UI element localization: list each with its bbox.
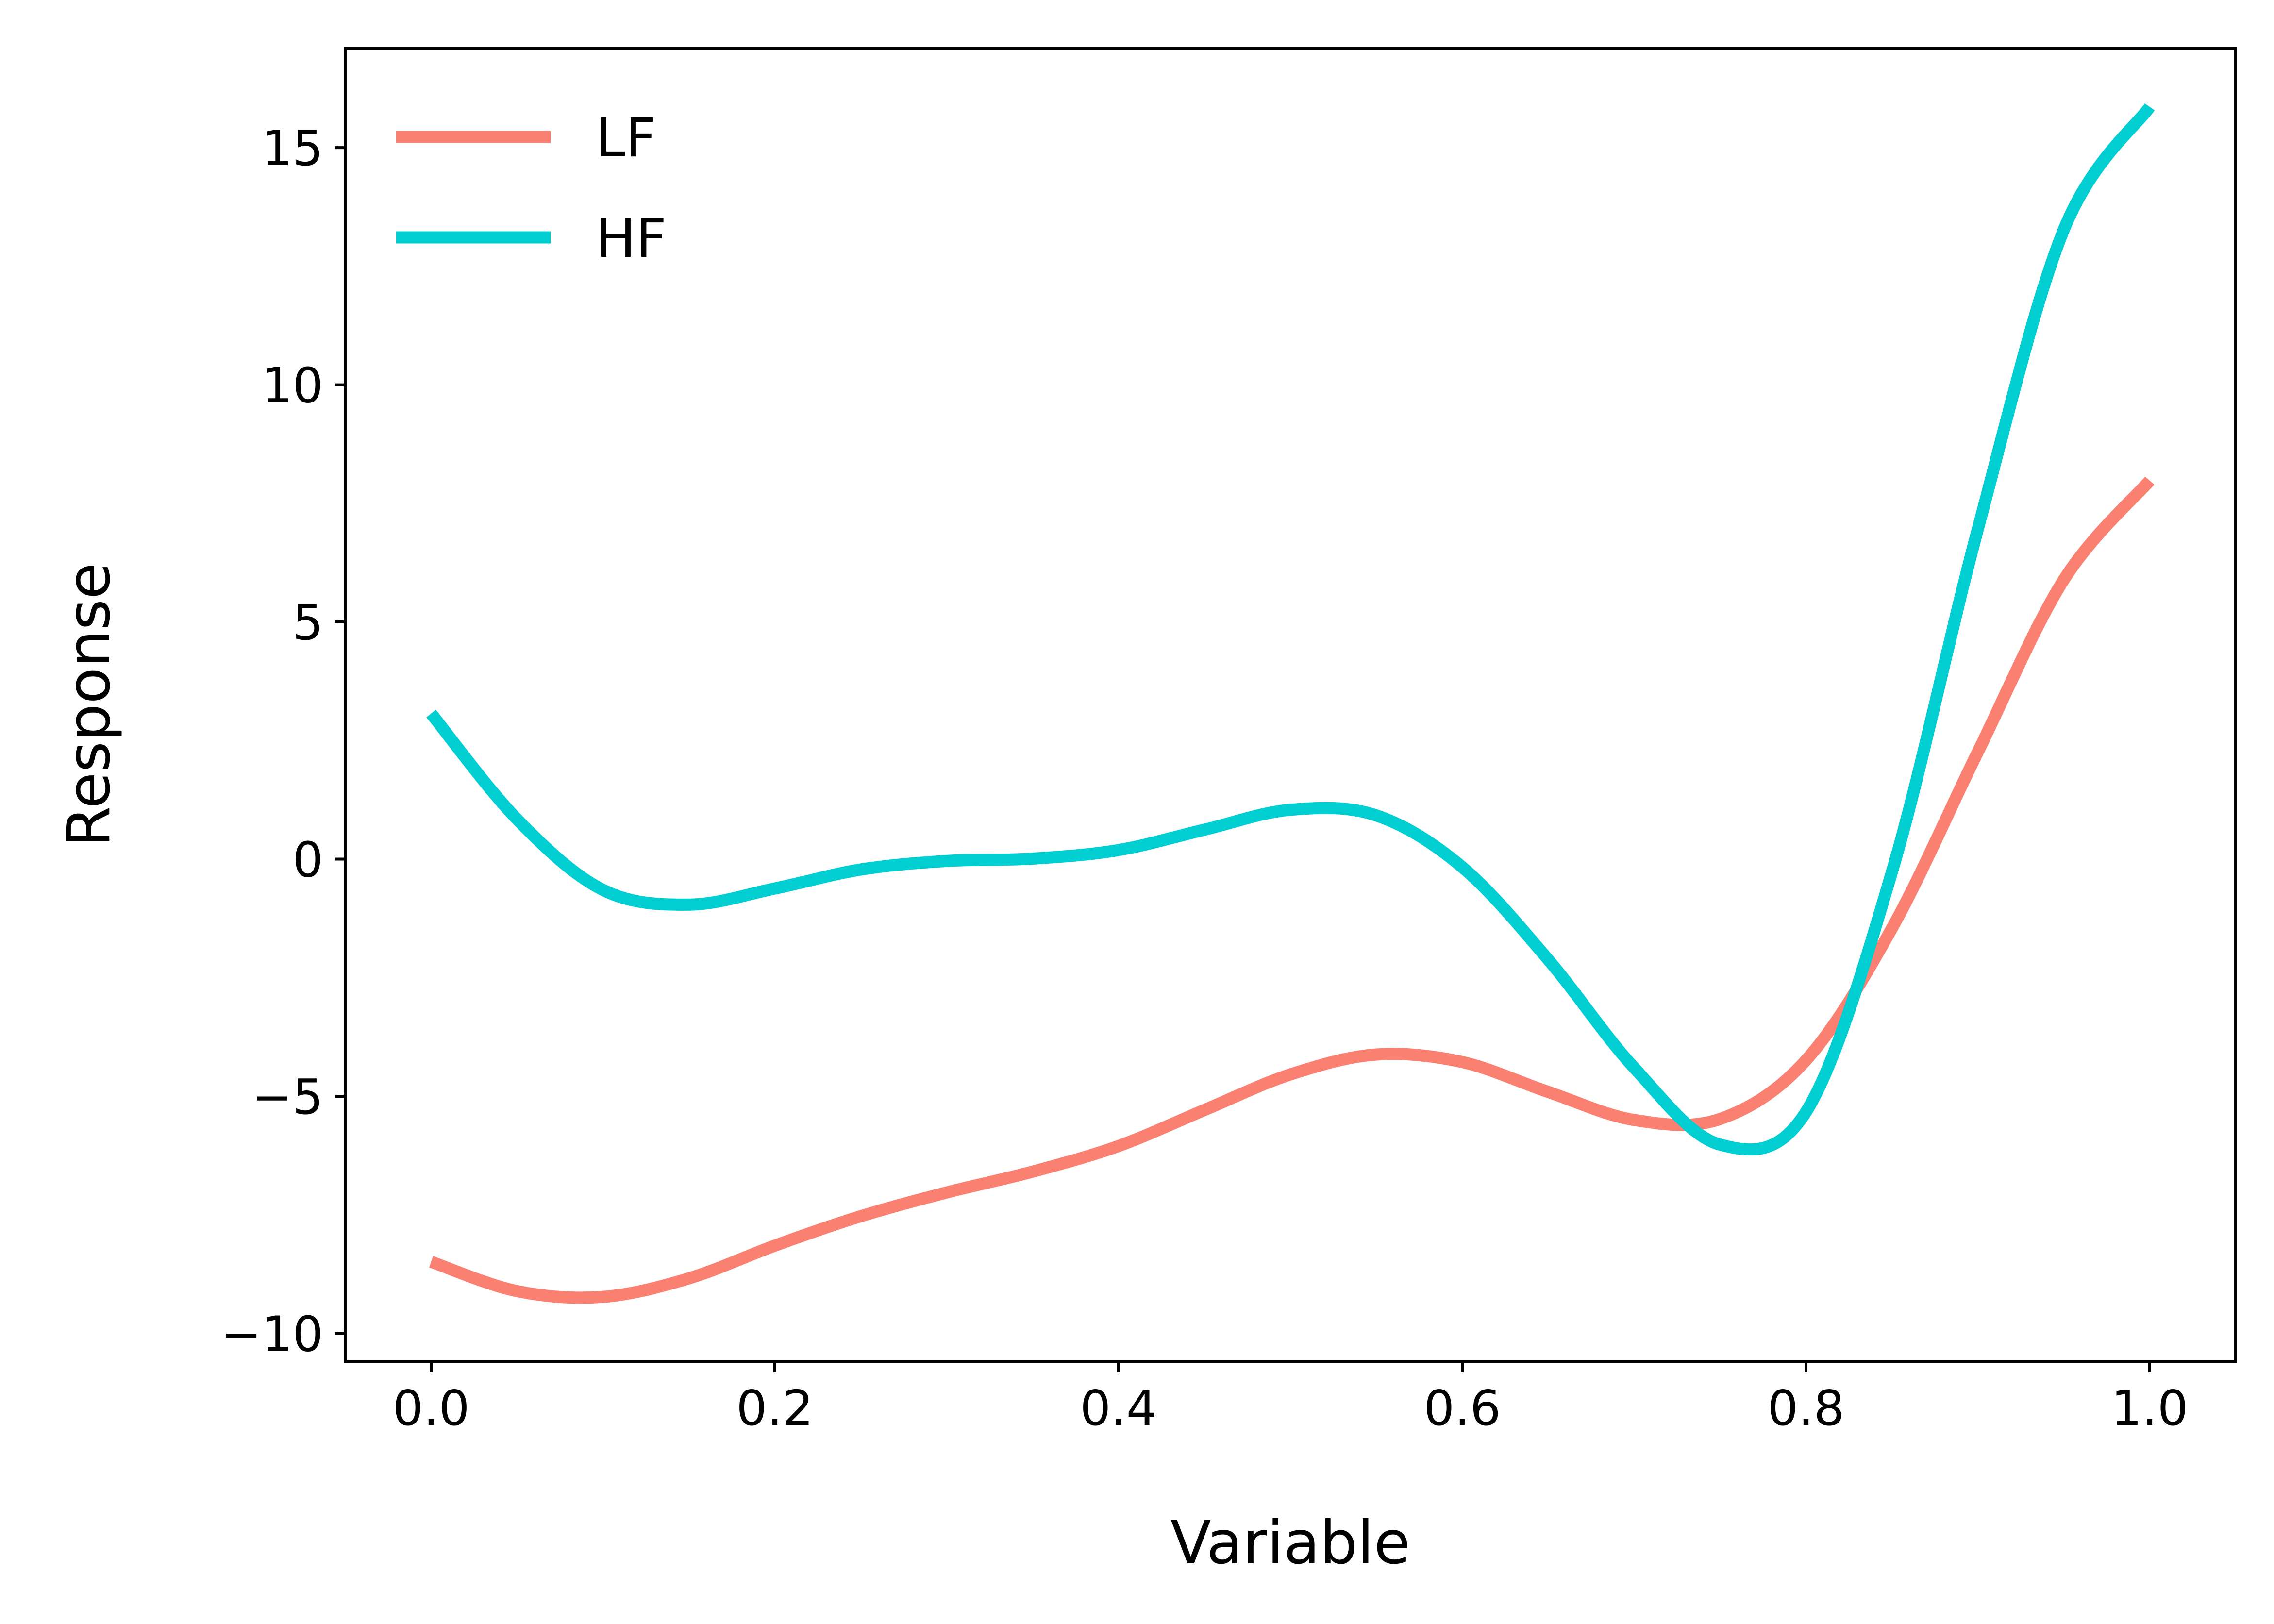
x-tick-label: 0.6 (1423, 1380, 1501, 1437)
legend-label-lf: LF (596, 107, 656, 169)
x-tick-label: 0.8 (1767, 1380, 1844, 1437)
x-tick-label: 0.2 (736, 1380, 813, 1437)
series-layer (426, 103, 2155, 1304)
y-tick-label: 5 (292, 594, 323, 651)
x-axis: 0.0 0.2 0.4 0.6 0.8 1.0 (392, 1362, 2189, 1437)
x-tick-label: 0.4 (1080, 1380, 1157, 1437)
y-tick-label: 15 (262, 120, 323, 177)
legend-label-hf: HF (596, 207, 667, 269)
x-tick-label: 1.0 (2111, 1380, 2188, 1437)
x-tick-label: 0.0 (392, 1380, 469, 1437)
legend: LF HF (396, 107, 667, 269)
y-axis-title: Response (54, 563, 123, 847)
series-line-lf (429, 476, 2155, 1304)
y-tick-label: 10 (262, 357, 323, 414)
y-tick-label: −10 (221, 1306, 323, 1362)
plot-frame (344, 47, 2237, 1363)
y-tick-label: −5 (252, 1069, 323, 1125)
x-axis-title: Variable (1170, 1508, 1410, 1577)
y-axis: −10 −5 0 5 10 15 (221, 120, 345, 1362)
series-line-hf (426, 103, 2155, 1156)
y-tick-label: 0 (292, 831, 323, 888)
